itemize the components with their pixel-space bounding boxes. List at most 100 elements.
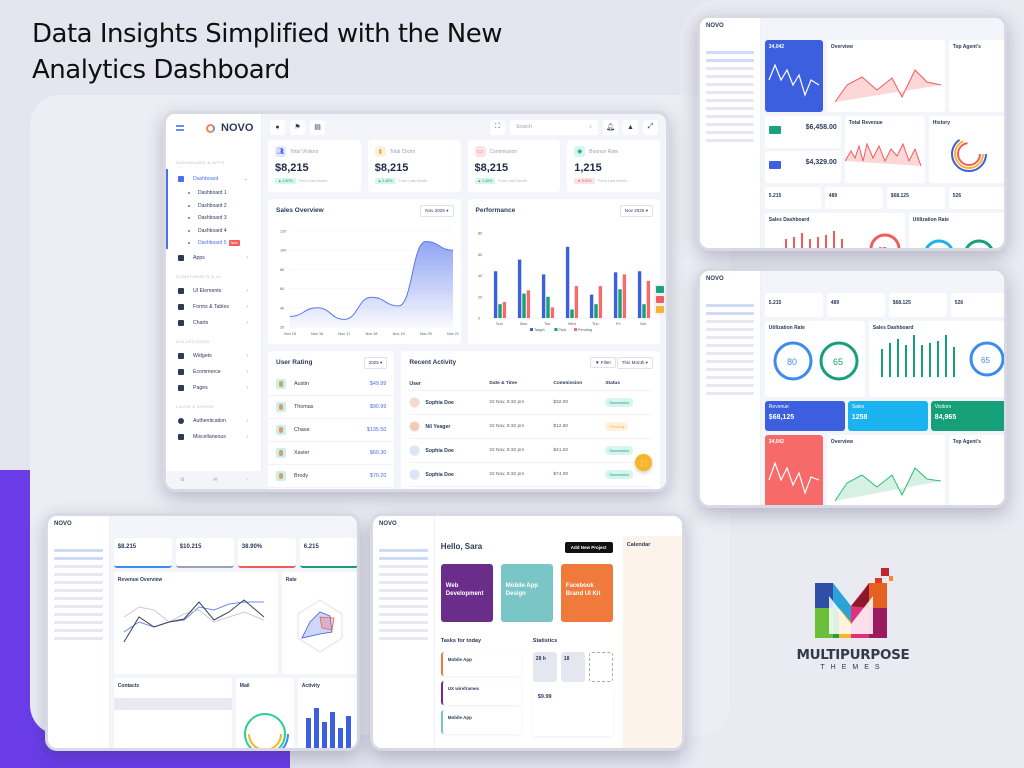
search-input[interactable]: Search ⌕ [510,119,598,135]
notification-button[interactable]: 🔔︎ [603,119,618,135]
headline-line-2: Analytics Dashboard [32,55,290,85]
card-title: Sales Overview [276,207,324,214]
settings-icon[interactable]: ⚙ [180,477,185,483]
sidebar-subitem-dashboard-1[interactable]: Dashboard 1 [166,187,262,200]
layout-icon[interactable] [656,296,664,303]
add-project-button[interactable]: Add New Project [564,542,613,553]
svg-text:Thu: Thu [592,322,599,326]
main-dashboard-window: NOVO DASHBOARD & APPS Dashboard ⌄ Dashboa… [163,111,669,492]
new-widget-box[interactable] [588,652,613,682]
multipurpose-m-logo-icon [815,568,894,638]
period-dropdown[interactable]: This Month ▾ [616,357,653,369]
dashboard-preview-2[interactable]: NOVO 5.215 489 $68.125 526 Utilization R… [697,268,1007,508]
stat-change-badge: ▲ 1.45% [474,178,496,184]
profile-button[interactable]: ▲ [623,119,638,135]
sidebar-item-dashboard[interactable]: Dashboard ⌄ [166,169,262,249]
sidebar-item-miscellaneous[interactable]: Miscellaneous › [166,429,262,445]
clipboard-button[interactable]: ▤ [310,119,325,135]
task-item[interactable]: Mobile App [440,710,521,734]
filter-button[interactable]: ▼ Filter [589,357,616,368]
logo[interactable]: NOVO [176,122,253,134]
table-row[interactable]: Sophia Doe 22 Nov, 5:32 pm $41.02 Succes… [409,439,652,463]
sidebar-subitem-dashboard-4[interactable]: Dashboard 4 [166,225,262,238]
stat-value: 18 [563,656,570,662]
sidebar-subitem-dashboard-3[interactable]: Dashboard 3 [166,212,262,225]
avatar [276,402,286,412]
list-item[interactable]: Xavier $60.30 [268,442,395,465]
theme-icon[interactable] [656,286,664,293]
gear-icon [178,417,184,424]
table-row[interactable]: Sophia Doe 22 Nov, 5:32 pm $74.00 Succes… [409,463,652,487]
sidebar-item-forms-tables[interactable]: Forms & Tables › [166,299,262,315]
chevron-right-icon: › [246,319,248,326]
sidebar-item-charts[interactable]: Charts › [166,315,262,331]
sidebar-item-authentication[interactable]: Authentication › [166,413,262,429]
project-name: Web Development [445,583,484,597]
utilization-card: Utilization Rate 80 65 [764,321,865,397]
flag-button[interactable]: ⚑ [290,119,305,135]
fullscreen-button[interactable]: ⛶ [490,119,505,135]
overview-card: Overview [826,40,945,112]
stat-value: 526 [952,193,962,199]
list-item[interactable]: Thomas $90.99 [268,396,395,419]
chevron-right-icon: › [246,352,248,359]
sidebar: NOVO DASHBOARD & APPS Dashboard ⌄ Dashboa… [166,114,262,489]
sidebar-subitem-dashboard-2[interactable]: Dashboard 2 [166,200,262,213]
pro-plan-card[interactable]: $9.99 [532,688,613,736]
card-title: User Rating [276,359,313,366]
sidebar-item-pages[interactable]: Pages › [166,380,262,396]
card-value: $4,329.00 [805,159,837,166]
pencil-icon [178,287,184,294]
history-card: History [928,116,1004,183]
menu-toggle-icon[interactable] [176,125,184,131]
sidebar-item-label: Pages [193,384,208,391]
sidebar-item-ecommerce[interactable]: Ecommerce › [166,364,262,380]
statistics-title: Statistics [532,638,558,644]
sidebar-item-apps[interactable]: Apps › [166,250,262,266]
task-item[interactable]: UX wireframes [440,681,521,705]
year-dropdown[interactable]: 2025 ▾ [363,357,388,369]
sidebar-subitem-dashboard-5[interactable]: Dashboard 5 New [166,237,262,250]
card-value: 84,965 [934,414,957,421]
project-card[interactable]: Facebook Brand UI Kit [560,564,613,622]
globe-icon: ● [275,123,280,131]
globe-button[interactable]: ● [270,119,285,135]
dashboard-preview-4[interactable]: NOVO Hello, Sara Add New Project Web Dev… [370,513,685,751]
customize-icon[interactable] [656,306,664,313]
task-item[interactable]: Mobile App [440,652,521,676]
project-card[interactable]: Mobile App Design [500,564,553,622]
list-item[interactable]: Brody $70.20 [268,465,395,488]
cash-icon [768,161,781,169]
settings-button[interactable]: ⤢ [643,119,658,135]
task-name: UX wireframes [447,686,480,691]
sales-area-chart: 20 40 60 80 100 120 Nov 15 Nov 16 Nov 17 Nov 18 No… [280,230,459,337]
list-item[interactable]: Chase $135.50 [268,419,395,442]
subitem-label: Dashboard 2 [198,202,227,209]
floating-action-button[interactable]: ⬚ [635,454,652,471]
date-cell: 22 Nov, 5:32 pm [489,424,525,429]
power-icon[interactable]: › [246,477,248,483]
svg-text:Nov 16: Nov 16 [311,332,323,336]
apps-grid-icon [178,254,184,261]
sidebar-item-label: Miscellaneous [193,433,226,440]
period-dropdown[interactable]: Nov 2025 ▾ [619,205,653,217]
svg-text:0: 0 [478,317,480,321]
dashboard-preview-3[interactable]: NOVO $8.215 $10.215 38.90% 6.215 Revenue… [45,513,360,751]
mail-icon[interactable]: ✉ [213,477,218,483]
column-header: Status [605,381,621,386]
project-card[interactable]: Web Development [440,564,493,622]
mini-stat: 526 [948,187,1004,209]
sidebar-item-ui-elements[interactable]: UI Elements › [166,283,262,299]
mini-content: 34,042 Overview Top Agent's $6,458.00 $4… [760,18,1004,248]
card-title: Rate [285,577,297,583]
list-item[interactable]: Austin $49.99 [268,373,395,396]
mini-stat: $68.125 [888,293,947,317]
table-row[interactable]: Sophia Doe 22 Nov, 5:32 pm $32.00 Succes… [409,391,652,415]
sidebar-item-widgets[interactable]: Widgets › [166,348,262,364]
svg-text:60: 60 [478,253,482,257]
card-value: 1258 [851,414,868,421]
table-row[interactable]: Nil Yeager 22 Nov, 5:32 pm $12.50 Pendin… [409,415,652,439]
stat-label: Total Visitors [290,148,319,155]
period-dropdown[interactable]: Nov 2025 ▾ [420,205,454,217]
dashboard-preview-1[interactable]: NOVO 34,042 Overview Top Agent's $6,458.… [697,15,1007,251]
